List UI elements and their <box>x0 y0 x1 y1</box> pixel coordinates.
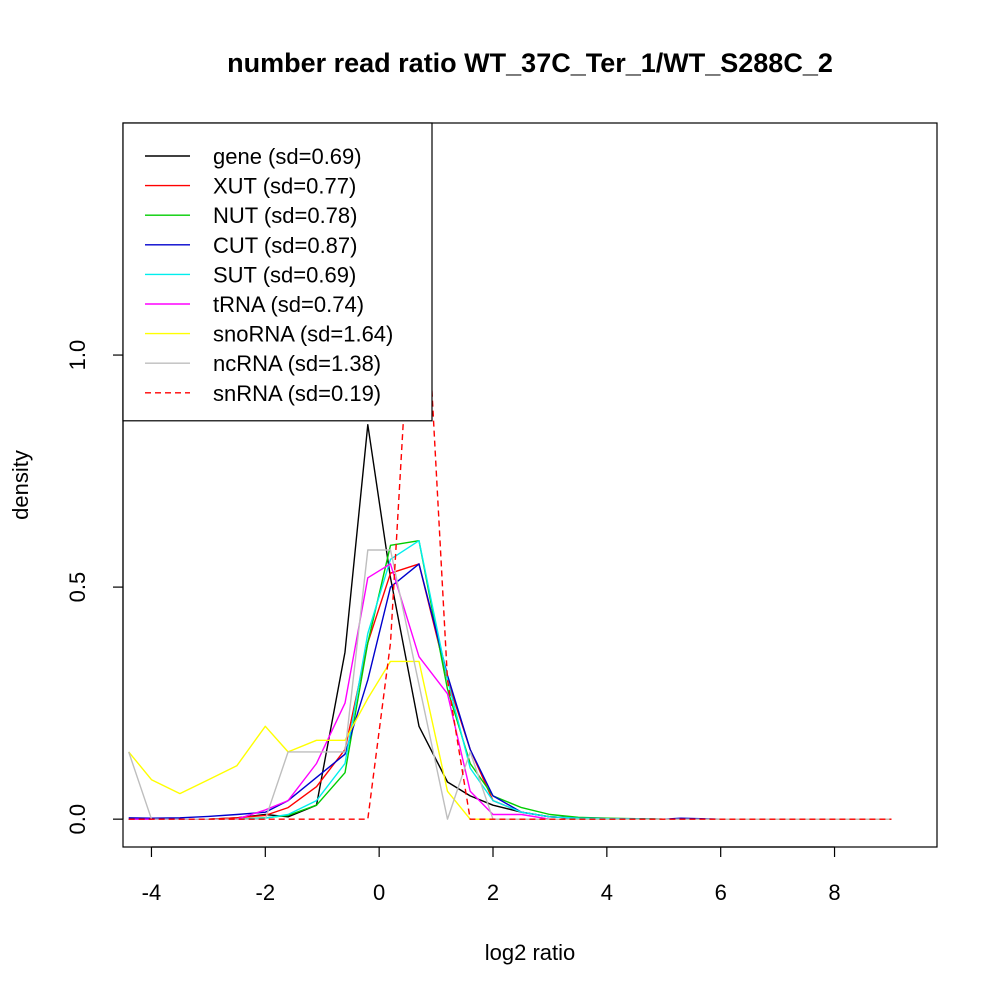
y-tick-label: 0.5 <box>65 572 90 603</box>
x-tick-label: 6 <box>715 880 727 905</box>
y-tick-label: 0.0 <box>65 804 90 835</box>
legend-label: gene (sd=0.69) <box>213 144 362 169</box>
x-axis: -4 -2 0 2 4 6 8 <box>142 846 841 905</box>
series-layer <box>128 150 892 820</box>
legend-label: XUT (sd=0.77) <box>213 174 356 199</box>
series-line-trna <box>128 563 892 820</box>
series-line-snorna <box>128 660 892 820</box>
x-tick-label: 0 <box>373 880 385 905</box>
x-tick-label: 8 <box>828 880 840 905</box>
legend-box <box>122 122 433 422</box>
legend-label: SUT (sd=0.69) <box>213 262 356 287</box>
y-tick-label: 1.0 <box>65 340 90 371</box>
x-axis-label: log2 ratio <box>485 940 576 965</box>
series-line-gene <box>128 424 892 820</box>
series-line-ncrna <box>128 549 892 820</box>
series-line-nut <box>128 540 892 820</box>
series-line-cut <box>128 563 892 820</box>
chart-title: number read ratio WT_37C_Ter_1/WT_S288C_… <box>227 48 833 78</box>
x-tick-label: 2 <box>487 880 499 905</box>
series-line-sut <box>128 540 892 820</box>
series-line-snrna <box>128 150 892 820</box>
legend: gene (sd=0.69) XUT (sd=0.77) NUT (sd=0.78)… <box>122 122 433 422</box>
legend-label: snoRNA (sd=1.64) <box>213 322 393 347</box>
x-tick-label: 4 <box>601 880 613 905</box>
y-axis-label: density <box>8 450 33 520</box>
x-tick-label: -4 <box>142 880 162 905</box>
x-tick-label: -2 <box>256 880 276 905</box>
legend-label: CUT (sd=0.87) <box>213 233 357 258</box>
legend-label: NUT (sd=0.78) <box>213 203 357 228</box>
legend-label: tRNA (sd=0.74) <box>213 292 364 317</box>
series-line-xut <box>128 563 892 820</box>
legend-label: snRNA (sd=0.19) <box>213 381 381 406</box>
y-axis: 0.0 0.5 1.0 <box>65 340 124 835</box>
legend-label: ncRNA (sd=1.38) <box>213 351 381 376</box>
